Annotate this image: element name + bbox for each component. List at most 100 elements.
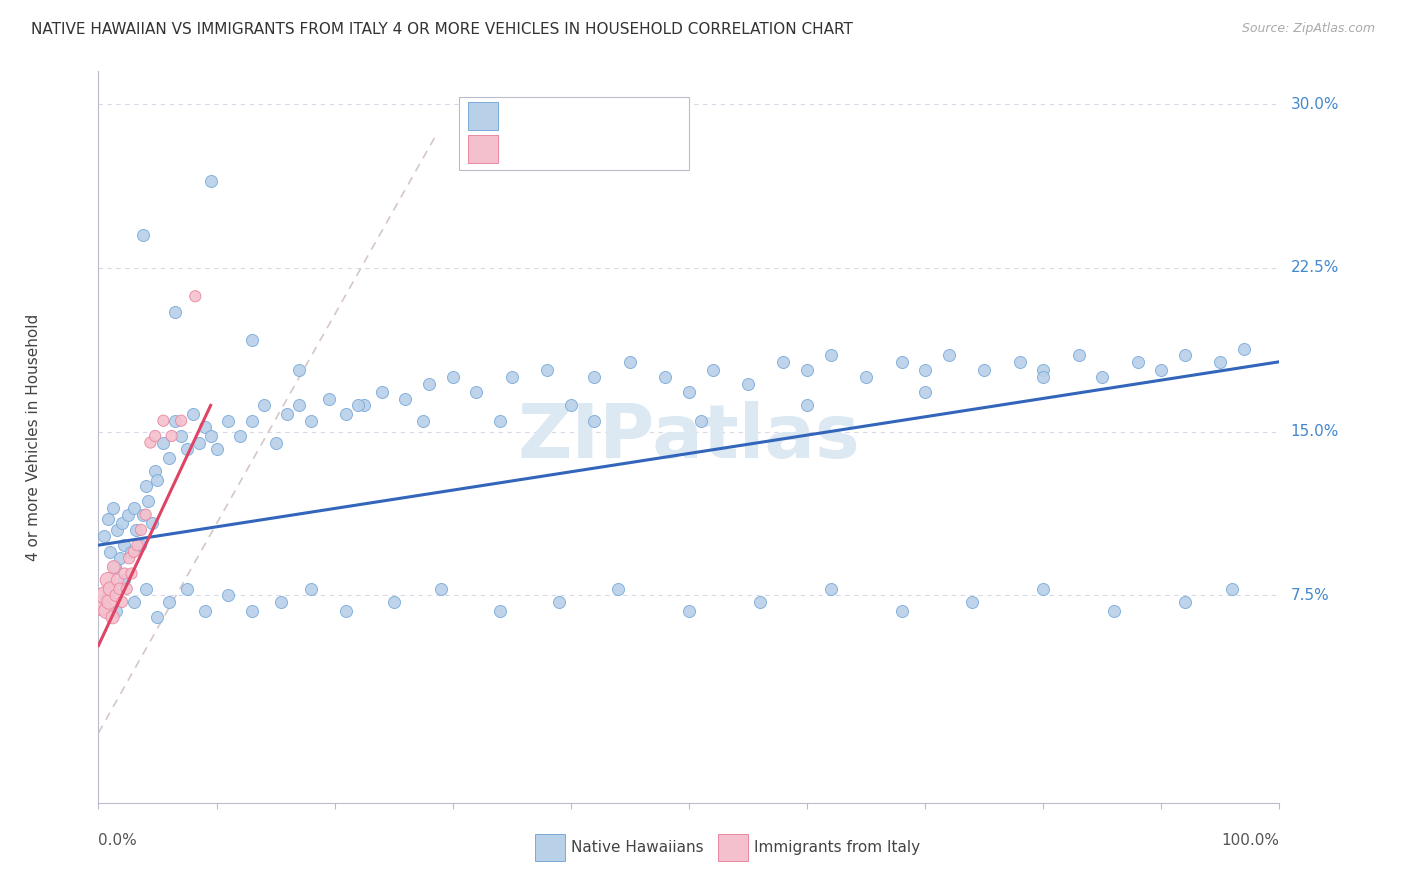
Point — [122, 501, 145, 516]
Point — [121, 566, 143, 581]
Point — [890, 604, 912, 618]
Point — [111, 516, 134, 531]
Point — [382, 595, 405, 609]
Point — [93, 588, 115, 602]
Text: 15.0%: 15.0% — [1291, 424, 1339, 439]
Point — [689, 414, 711, 428]
Point — [938, 348, 960, 362]
Point — [187, 435, 209, 450]
Point — [97, 573, 120, 587]
Point — [184, 289, 207, 303]
Text: 0.564: 0.564 — [551, 142, 599, 156]
Point — [536, 363, 558, 377]
Point — [135, 582, 157, 596]
Point — [165, 304, 187, 318]
Point — [973, 363, 995, 377]
Point — [299, 582, 322, 596]
Point — [146, 610, 169, 624]
Point — [108, 582, 131, 596]
Point — [737, 376, 759, 391]
Text: 22.5%: 22.5% — [1291, 260, 1339, 276]
Point — [104, 560, 127, 574]
Point — [678, 604, 700, 618]
Point — [240, 604, 263, 618]
Point — [288, 399, 311, 413]
FancyBboxPatch shape — [468, 102, 498, 130]
Point — [560, 399, 582, 413]
Point — [146, 473, 169, 487]
FancyBboxPatch shape — [536, 833, 565, 862]
Point — [176, 442, 198, 456]
Point — [1209, 355, 1232, 369]
Point — [217, 414, 239, 428]
Point — [194, 420, 217, 434]
Point — [914, 363, 936, 377]
Point — [1150, 363, 1173, 377]
Point — [152, 414, 174, 428]
Text: 7.5%: 7.5% — [1291, 588, 1329, 603]
Text: 0.0%: 0.0% — [98, 833, 138, 848]
Point — [132, 508, 155, 522]
Point — [412, 414, 434, 428]
Point — [122, 595, 145, 609]
Point — [129, 523, 152, 537]
Point — [1174, 348, 1197, 362]
Point — [139, 435, 162, 450]
Point — [264, 435, 287, 450]
Text: R =: R = — [506, 142, 538, 156]
Point — [465, 385, 488, 400]
Point — [125, 523, 148, 537]
Point — [619, 355, 641, 369]
Point — [489, 414, 512, 428]
Point — [299, 414, 322, 428]
Point — [240, 414, 263, 428]
Point — [181, 407, 204, 421]
Point — [1032, 363, 1054, 377]
Point — [112, 573, 135, 587]
Point — [135, 479, 157, 493]
Text: Native Hawaiians: Native Hawaiians — [571, 840, 703, 855]
Point — [548, 595, 571, 609]
Point — [318, 392, 340, 406]
Point — [418, 376, 440, 391]
Text: R =: R = — [506, 109, 538, 123]
Point — [441, 370, 464, 384]
Point — [678, 385, 700, 400]
Point — [112, 566, 135, 581]
Point — [98, 595, 121, 609]
Point — [200, 173, 222, 187]
Point — [101, 610, 124, 624]
Point — [105, 588, 128, 602]
Text: Source: ZipAtlas.com: Source: ZipAtlas.com — [1241, 22, 1375, 36]
Point — [229, 429, 252, 443]
Point — [128, 538, 150, 552]
Point — [105, 573, 128, 587]
Point — [583, 414, 606, 428]
Text: N =: N = — [606, 142, 650, 156]
Point — [430, 582, 453, 596]
Point — [353, 399, 375, 413]
Point — [371, 385, 394, 400]
Point — [205, 442, 228, 456]
Point — [135, 508, 157, 522]
Text: 0.304: 0.304 — [551, 109, 599, 123]
Point — [1032, 370, 1054, 384]
Point — [796, 363, 818, 377]
Point — [98, 582, 121, 596]
Point — [170, 429, 193, 443]
FancyBboxPatch shape — [468, 135, 498, 163]
Point — [157, 595, 180, 609]
Point — [501, 370, 523, 384]
Point — [962, 595, 984, 609]
Point — [796, 399, 818, 413]
Point — [607, 582, 630, 596]
Text: ZIPatlas: ZIPatlas — [517, 401, 860, 474]
Text: 26: 26 — [659, 142, 686, 156]
Point — [194, 604, 217, 618]
Point — [1126, 355, 1149, 369]
Point — [97, 588, 120, 602]
Text: Immigrants from Italy: Immigrants from Italy — [754, 840, 920, 855]
Point — [132, 228, 155, 243]
Point — [1091, 370, 1114, 384]
Point — [702, 363, 724, 377]
